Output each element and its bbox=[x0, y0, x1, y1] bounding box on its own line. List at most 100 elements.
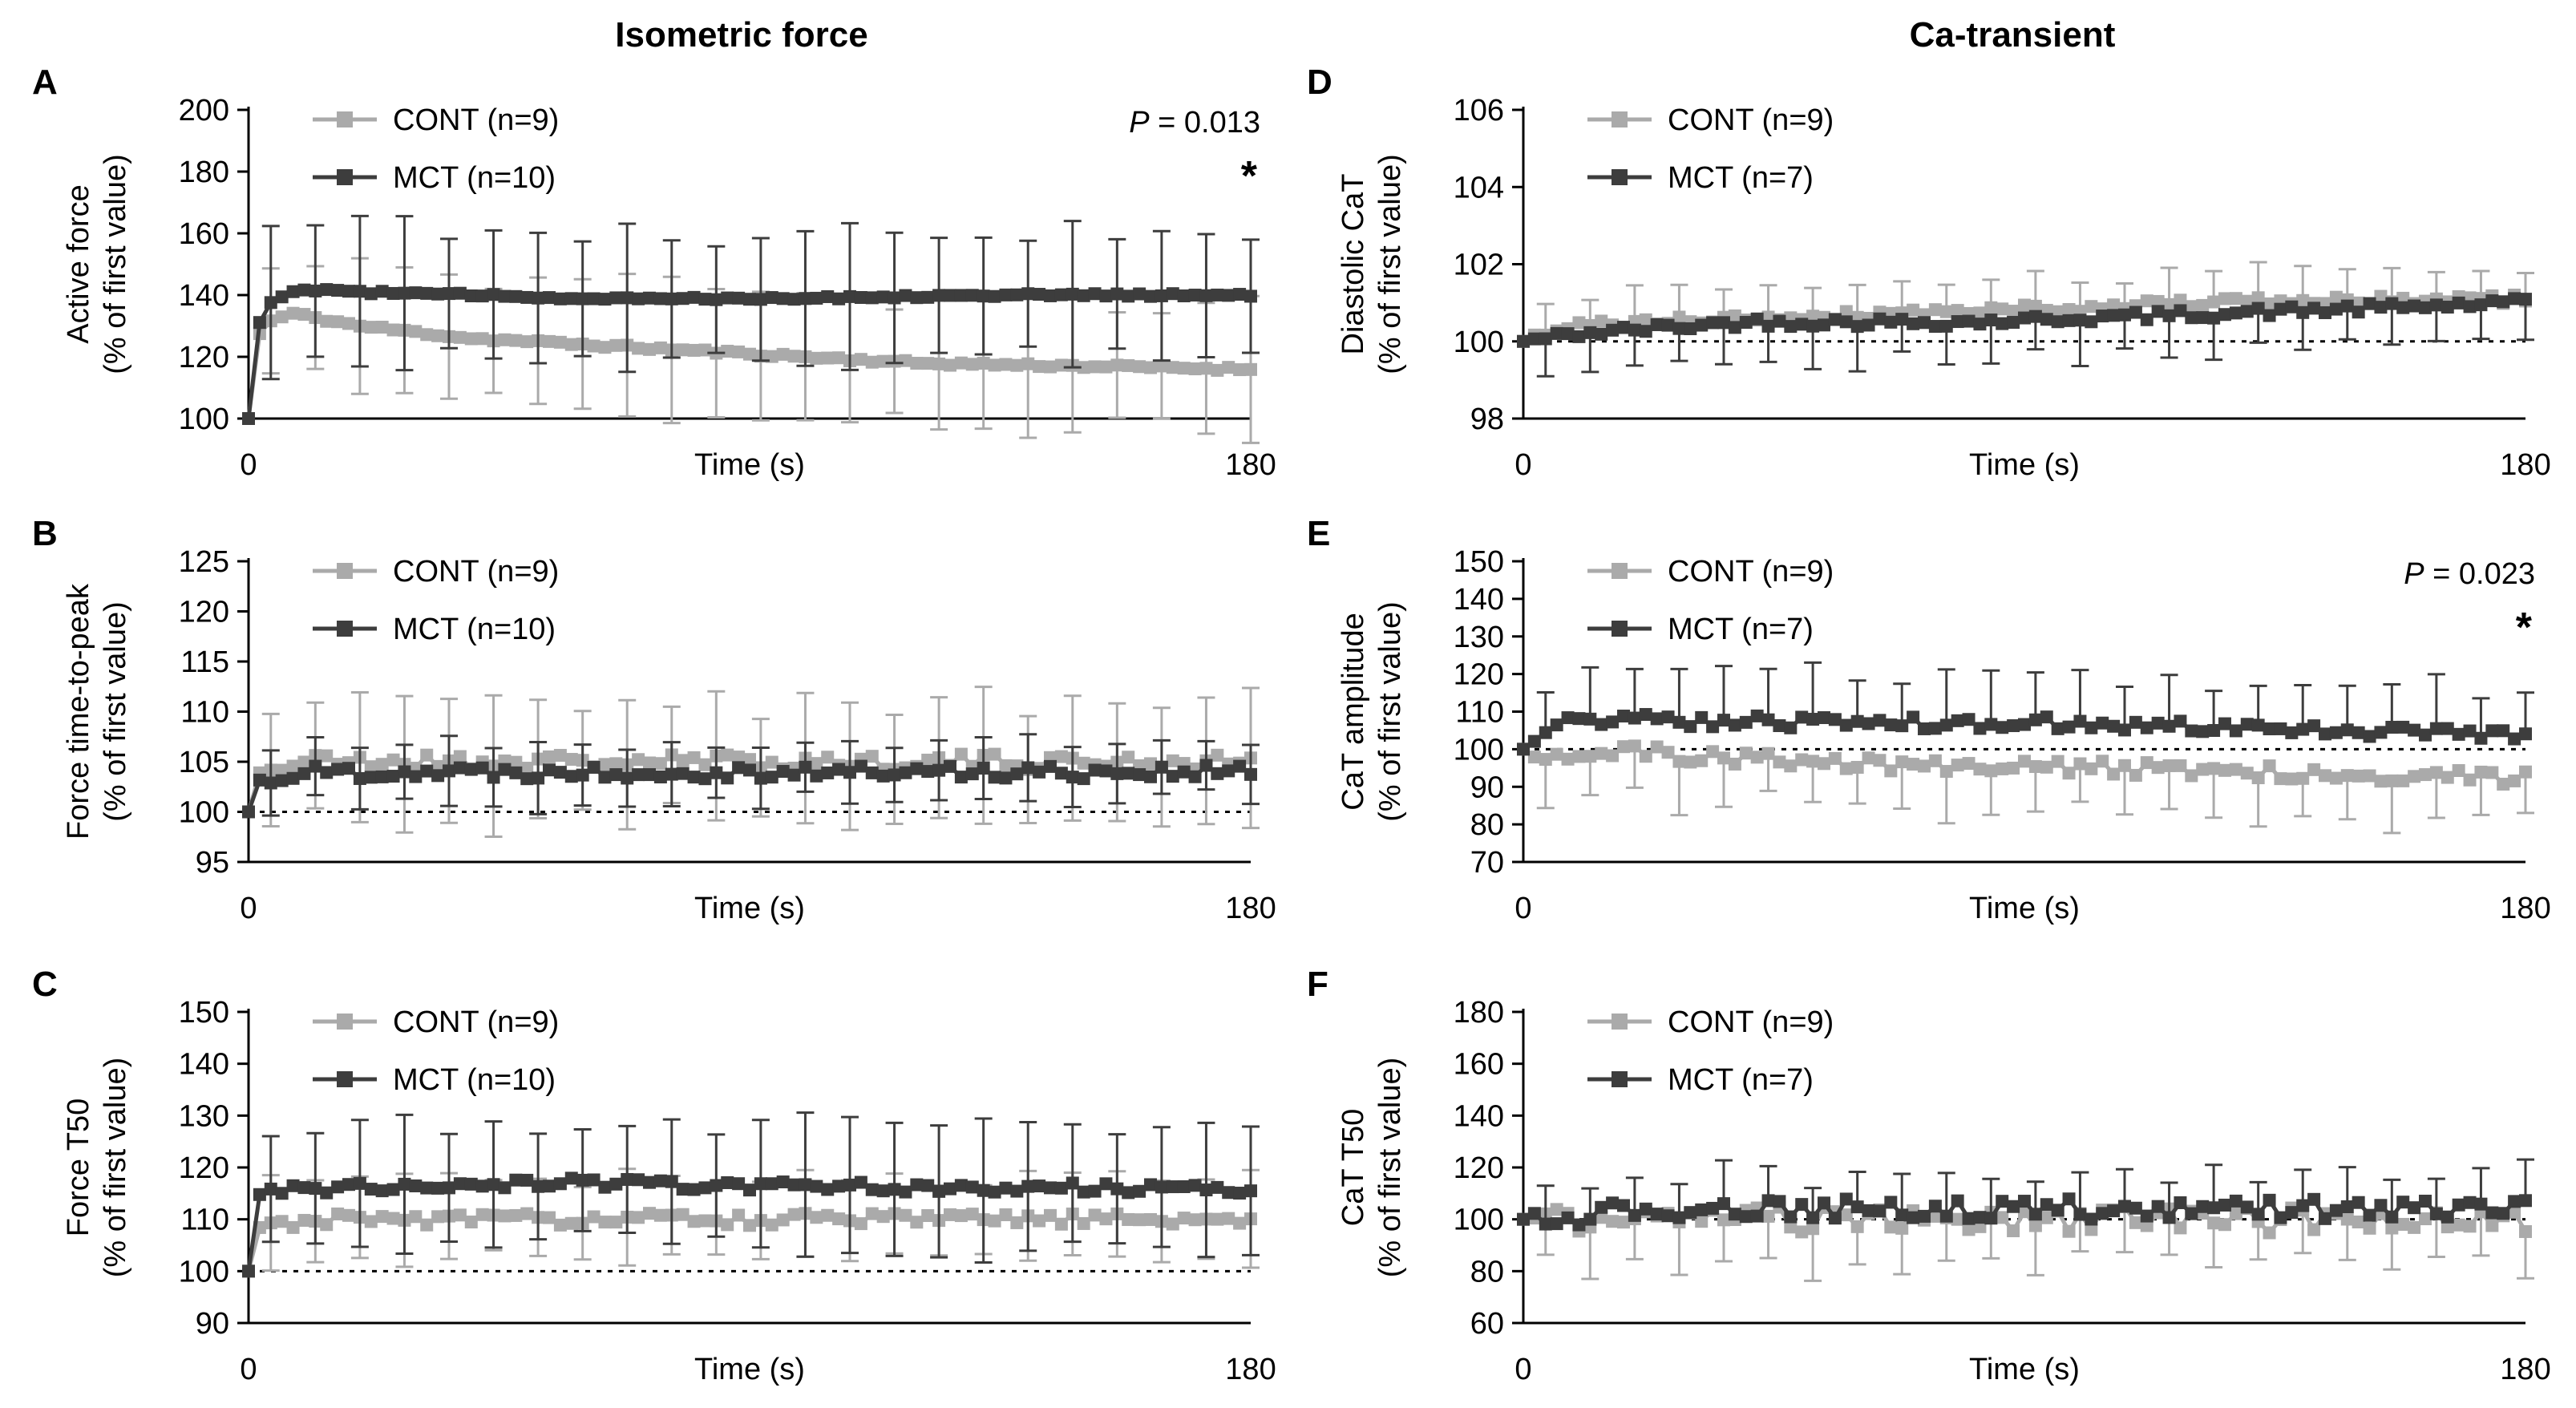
data-point-marker bbox=[2062, 314, 2076, 327]
data-point-marker bbox=[564, 292, 578, 305]
data-point-marker bbox=[564, 1171, 578, 1185]
data-point-marker bbox=[498, 1181, 512, 1195]
data-point-marker bbox=[2051, 305, 2064, 318]
data-point-marker bbox=[1695, 1203, 1709, 1216]
data-point-marker bbox=[2396, 720, 2410, 734]
data-point-marker bbox=[1211, 748, 1224, 762]
data-point-marker bbox=[1918, 759, 1931, 773]
data-point-marker bbox=[1639, 750, 1652, 763]
data-point-marker bbox=[2073, 757, 2087, 771]
data-point-marker bbox=[2485, 1219, 2499, 1232]
data-point-marker bbox=[710, 766, 723, 779]
data-point-marker bbox=[621, 1172, 634, 1186]
data-point-marker bbox=[2485, 766, 2499, 779]
data-point-marker bbox=[676, 343, 689, 357]
data-point-marker bbox=[1617, 1199, 1630, 1212]
data-point-marker bbox=[776, 1213, 790, 1227]
data-point-marker bbox=[609, 757, 623, 771]
data-point-marker bbox=[297, 1181, 311, 1195]
data-point-marker bbox=[1188, 1179, 1202, 1192]
data-point-marker bbox=[787, 1208, 801, 1221]
data-point-marker bbox=[988, 289, 1001, 303]
data-point-marker bbox=[1133, 768, 1146, 782]
data-point-marker bbox=[988, 747, 1001, 761]
data-point-marker bbox=[1244, 767, 1257, 781]
data-point-marker bbox=[1166, 754, 1179, 767]
data-point-marker bbox=[2118, 308, 2131, 322]
y-tick-label: 100 bbox=[179, 1255, 229, 1289]
y-tick-label: 80 bbox=[1470, 808, 1504, 842]
data-point-marker bbox=[1583, 712, 1597, 726]
data-point-marker bbox=[2474, 1197, 2488, 1211]
data-point-marker bbox=[1054, 1217, 1068, 1231]
data-point-marker bbox=[1077, 1216, 1090, 1230]
data-point-marker bbox=[2374, 301, 2388, 314]
data-point-marker bbox=[1144, 289, 1157, 303]
data-point-marker bbox=[1684, 1206, 1697, 1220]
data-point-marker bbox=[1750, 709, 1764, 722]
data-point-marker bbox=[2096, 716, 2109, 730]
data-point-marker bbox=[509, 766, 523, 779]
data-point-marker bbox=[2140, 1209, 2153, 1223]
data-point-marker bbox=[342, 317, 355, 330]
data-point-marker bbox=[899, 766, 912, 779]
data-point-marker bbox=[543, 763, 556, 777]
data-point-marker bbox=[721, 1218, 734, 1232]
data-point-marker bbox=[2396, 1196, 2410, 1209]
data-point-marker bbox=[1895, 313, 1909, 326]
data-point-marker bbox=[1572, 316, 1586, 330]
data-point-marker bbox=[1122, 358, 1135, 372]
data-point-marker bbox=[2096, 1207, 2109, 1220]
data-point-marker bbox=[2452, 1218, 2465, 1232]
data-point-marker bbox=[832, 292, 846, 305]
data-point-marker bbox=[609, 768, 623, 782]
data-point-marker bbox=[1617, 710, 1630, 723]
data-point-marker bbox=[420, 328, 434, 342]
x-tick-label: 180 bbox=[1225, 1353, 1276, 1386]
data-point-marker bbox=[2040, 1211, 2053, 1224]
data-point-marker bbox=[420, 286, 434, 300]
data-point-marker bbox=[1907, 303, 1920, 317]
data-point-marker bbox=[2263, 1226, 2276, 1240]
data-point-marker bbox=[1155, 289, 1168, 302]
data-point-marker bbox=[2151, 1200, 2165, 1213]
x-axis-label: Time (s) bbox=[694, 1353, 805, 1386]
data-point-marker bbox=[2307, 301, 2321, 315]
data-point-marker bbox=[2040, 710, 2053, 724]
data-point-marker bbox=[2196, 311, 2210, 325]
data-point-marker bbox=[1973, 306, 1987, 320]
data-point-marker bbox=[2329, 771, 2343, 785]
legend-label: CONT (n=9) bbox=[1668, 103, 1834, 137]
chart-panel-a: A Active force (% of first value) 100 120 140… bbox=[32, 63, 1276, 482]
data-point-marker bbox=[1617, 321, 1630, 334]
data-point-marker bbox=[710, 1179, 723, 1192]
data-point-marker bbox=[2062, 302, 2076, 316]
data-point-marker bbox=[2018, 1195, 2031, 1208]
data-point-marker bbox=[2162, 309, 2176, 322]
data-point-marker bbox=[275, 290, 289, 304]
data-point-marker bbox=[1088, 1184, 1102, 1198]
data-point-marker bbox=[1951, 714, 1964, 727]
data-point-marker bbox=[754, 771, 767, 785]
data-point-marker bbox=[1884, 315, 1898, 329]
data-point-marker bbox=[1984, 301, 1998, 314]
data-point-marker bbox=[2319, 1212, 2331, 1225]
data-point-marker bbox=[854, 1175, 867, 1189]
data-point-marker bbox=[2285, 772, 2299, 786]
data-point-marker bbox=[1122, 767, 1135, 780]
data-point-marker bbox=[721, 1175, 734, 1189]
data-point-marker bbox=[2174, 1196, 2187, 1209]
data-point-marker bbox=[2274, 302, 2287, 316]
data-point-marker bbox=[1595, 1200, 1608, 1214]
data-point-marker bbox=[732, 291, 746, 305]
data-point-marker bbox=[1539, 726, 1552, 739]
data-point-marker bbox=[765, 291, 778, 305]
data-point-marker bbox=[2508, 1205, 2521, 1219]
y-tick-label: 100 bbox=[1454, 326, 1504, 359]
data-point-marker bbox=[1639, 1202, 1652, 1216]
data-point-marker bbox=[1539, 332, 1552, 346]
data-point-marker bbox=[2129, 715, 2142, 729]
data-point-marker bbox=[520, 1207, 534, 1220]
data-point-marker bbox=[2363, 730, 2376, 743]
data-point-marker bbox=[2051, 722, 2064, 735]
